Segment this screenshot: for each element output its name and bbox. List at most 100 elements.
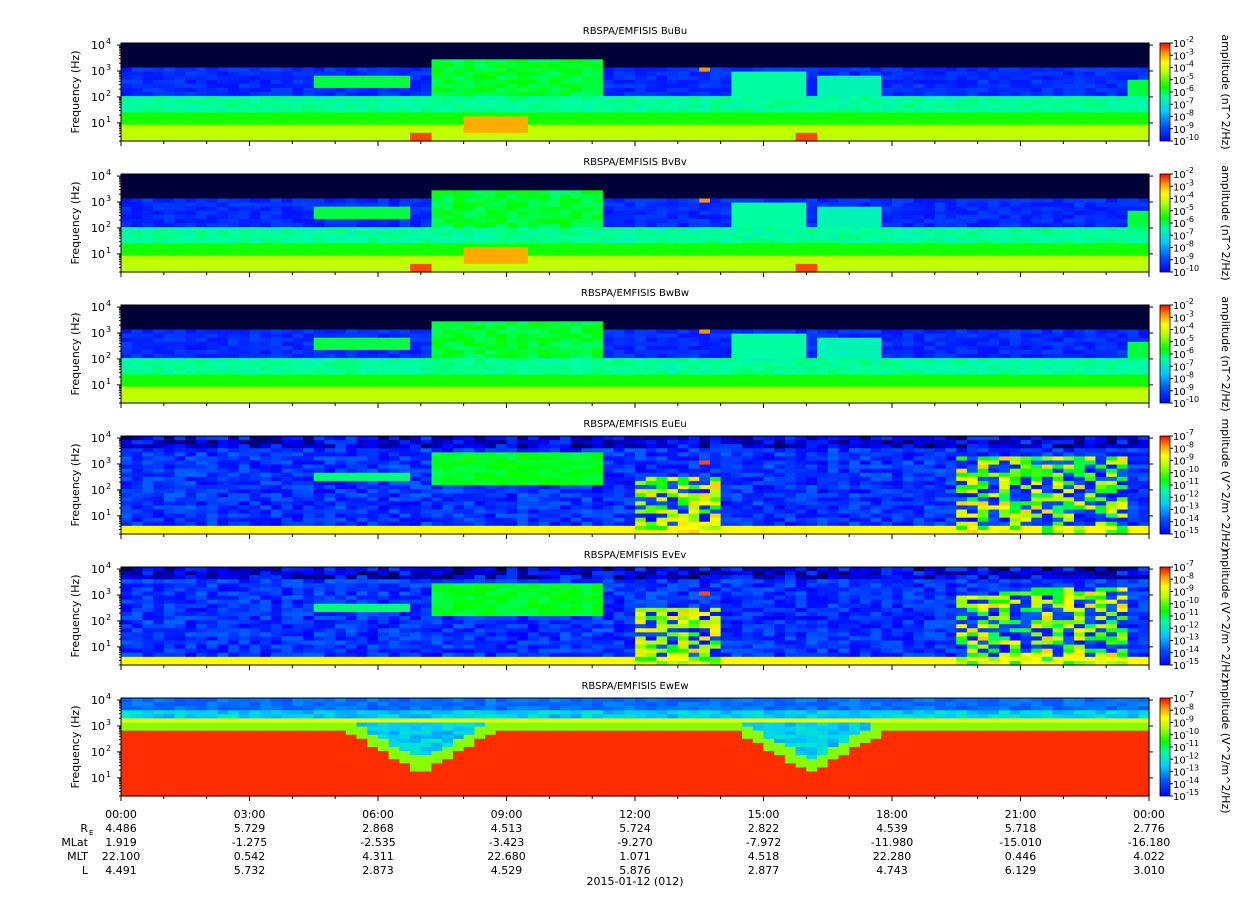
y-tick-exponent: 2 [106, 220, 111, 229]
spectrogram-cell [571, 174, 582, 179]
spectrogram-cell [389, 252, 400, 257]
spectrogram-cell [539, 84, 550, 89]
spectrogram-cell [1117, 194, 1128, 199]
spectrogram-cell [121, 248, 132, 253]
spectrogram-cell [303, 72, 314, 77]
spectrogram-cell [271, 248, 282, 253]
spectrogram-cell [549, 112, 560, 117]
spectrogram-cell [507, 231, 518, 236]
spectrogram-cell [485, 203, 496, 208]
spectrogram-cell [164, 313, 175, 318]
spectrogram-cell [860, 51, 871, 56]
spectrogram-cell [217, 72, 228, 77]
spectrogram-cell [164, 207, 175, 212]
spectrogram-cell [239, 227, 250, 232]
spectrogram-cell [678, 211, 689, 216]
spectrogram-cell [838, 190, 849, 195]
spectrogram-cell [635, 178, 646, 183]
spectrogram-cell [592, 243, 603, 248]
spectrogram-cell [1138, 243, 1149, 248]
spectrogram-cell [260, 96, 271, 101]
spectrogram-cell [635, 252, 646, 257]
spectrogram-cell [731, 55, 742, 60]
spectrogram-cell [485, 182, 496, 187]
spectrogram-cell [217, 194, 228, 199]
spectrogram-cell [581, 264, 592, 269]
spectrogram-cell [592, 186, 603, 191]
spectrogram-cell [271, 92, 282, 97]
spectrogram-cell [142, 186, 153, 191]
spectrogram-cell [507, 96, 518, 101]
spectrogram-cell [207, 248, 218, 253]
spectrogram-cell [946, 256, 957, 261]
spectrogram-cell [774, 174, 785, 179]
spectrogram-cell [528, 112, 539, 117]
spectrogram-cell [967, 129, 978, 134]
spectrogram-cell [164, 252, 175, 257]
spectrogram-cell [324, 117, 335, 122]
spectrogram-cell [774, 112, 785, 117]
spectrogram-cell [978, 80, 989, 85]
spectrogram-cell [903, 100, 914, 105]
spectrogram-cell [774, 59, 785, 64]
spectrogram-cell [399, 112, 410, 117]
spectrogram-cell [164, 92, 175, 97]
spectrogram-cell [539, 43, 550, 48]
spectrogram-cell [785, 194, 796, 199]
spectrogram-cell [678, 215, 689, 220]
spectrogram-cell [1031, 235, 1042, 240]
spectrogram-cell [1085, 104, 1096, 109]
spectrogram-cell [175, 190, 186, 195]
spectrogram-cell [453, 117, 464, 122]
spectrogram-cell [764, 108, 775, 113]
spectrogram-cell [581, 243, 592, 248]
spectrogram-cell [785, 121, 796, 126]
spectrogram-cell [132, 117, 143, 122]
spectrogram-cell [175, 125, 186, 130]
spectrogram-cell [956, 117, 967, 122]
spectrogram-cell [988, 68, 999, 73]
spectrogram-cell [817, 256, 828, 261]
spectrogram-cell [764, 68, 775, 73]
spectrogram-cell [410, 182, 421, 187]
spectrogram-cell [1053, 239, 1064, 244]
spectrogram-cell [956, 215, 967, 220]
spectrogram-cell [946, 239, 957, 244]
spectrogram-cell [1095, 76, 1106, 81]
spectrogram-cell [678, 199, 689, 204]
spectrogram-cell [1021, 182, 1032, 187]
spectrogram-cell [924, 80, 935, 85]
spectrogram-cell [924, 199, 935, 204]
spectrogram-cell [913, 248, 924, 253]
spectrogram-cell [828, 55, 839, 60]
spectrogram-cell [432, 260, 443, 265]
spectrogram-cell [1117, 112, 1128, 117]
spectrogram-cell [142, 174, 153, 179]
spectrogram-cell [528, 43, 539, 48]
spectrogram-cell [389, 199, 400, 204]
spectrogram-cell [335, 47, 346, 52]
spectrogram-cell [474, 117, 485, 122]
spectrogram-cell [988, 112, 999, 117]
spectrogram-cell [292, 117, 303, 122]
spectrogram-cell [1085, 235, 1096, 240]
spectrogram-cell [539, 211, 550, 216]
spectrogram-cell [121, 395, 132, 400]
spectrogram-cell [250, 76, 261, 81]
spectrogram-cell [871, 133, 882, 138]
spectrogram-cell [860, 174, 871, 179]
spectrogram-cell [1010, 63, 1021, 68]
spectrogram-cell [196, 260, 207, 265]
spectrogram-cell [250, 125, 261, 130]
spectrogram-cell [1138, 256, 1149, 261]
spectrogram-cell [185, 68, 196, 73]
spectrogram-cell [753, 92, 764, 97]
spectrogram-cell [903, 55, 914, 60]
spectrogram-cell [913, 190, 924, 195]
spectrogram-cell [828, 108, 839, 113]
spectrogram-cell [367, 43, 378, 48]
spectrogram-cell [1053, 248, 1064, 253]
spectrogram-cell [324, 55, 335, 60]
spectrogram-cell [250, 264, 261, 269]
spectrogram-cell [142, 395, 153, 400]
